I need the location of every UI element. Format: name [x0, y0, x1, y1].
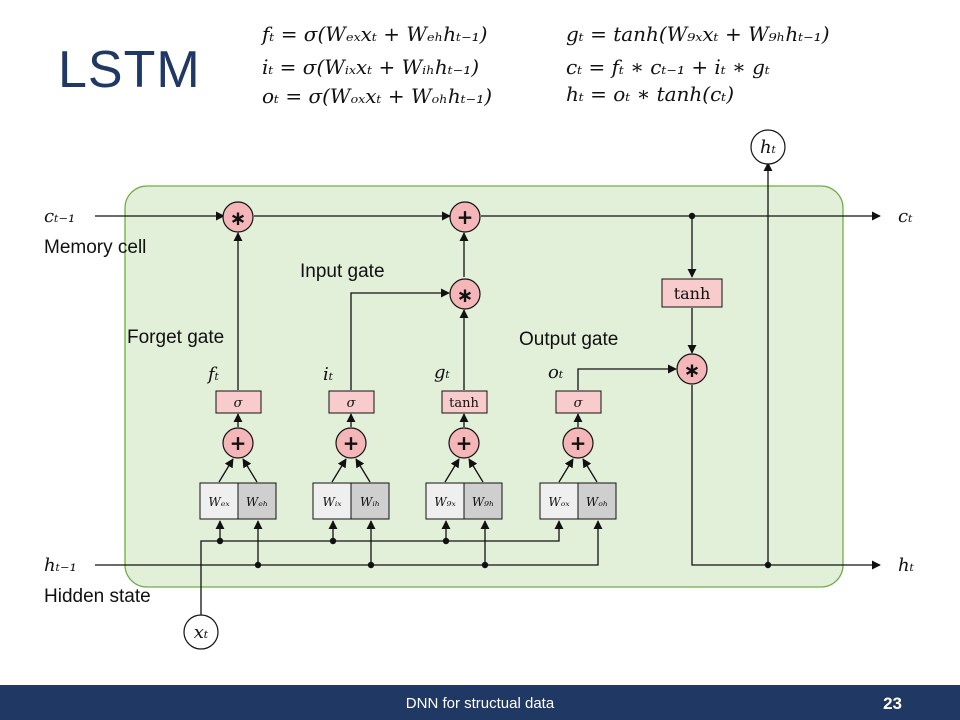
label-o-t: oₜ [548, 362, 564, 383]
label-c-prev: cₜ₋₁ [44, 206, 75, 227]
svg-text:σ: σ [234, 396, 244, 411]
op-forget-add: + [222, 427, 254, 459]
svg-text:Wₒₕ: Wₒₕ [586, 495, 608, 509]
op-output-add: + [562, 427, 594, 459]
weight-w-ox: Wₒₓ [539, 482, 579, 520]
weight-w-oh: Wₒₕ [577, 482, 617, 520]
op-forget-multiply: ∗ [222, 201, 254, 233]
lstm-diagram: ∗ + ∗ ∗ + + + + σ σ tanh σ [44, 129, 915, 650]
label-h-t: hₜ [898, 555, 915, 576]
svg-text:+: + [570, 431, 587, 455]
svg-text:∗: ∗ [457, 283, 474, 307]
svg-text:W₉ₕ: W₉ₕ [472, 495, 494, 509]
svg-text:σ: σ [347, 396, 357, 411]
node-h-t-top: hₜ [750, 129, 786, 165]
svg-text:Wₑₕ: Wₑₕ [246, 495, 268, 509]
svg-text:∗: ∗ [230, 206, 247, 230]
activation-forget-sigma: σ [215, 390, 262, 414]
equation-output: oₜ = σ(Wₒₓxₜ + Wₒₕhₜ₋₁) [262, 84, 493, 108]
op-input-multiply: ∗ [449, 278, 481, 310]
svg-text:Wₑₓ: Wₑₓ [208, 495, 230, 509]
svg-text:Wₒₓ: Wₒₓ [548, 495, 570, 509]
equation-hidden-state: hₜ = oₜ ∗ tanh(cₜ) [566, 82, 735, 106]
svg-text:xₜ: xₜ [194, 622, 209, 643]
label-h-prev: hₜ₋₁ [44, 555, 77, 576]
svg-text:Wᵢₕ: Wᵢₕ [360, 495, 380, 509]
label-input-gate: Input gate [300, 261, 385, 282]
activation-cell-tanh: tanh [661, 278, 723, 308]
weight-w-ih: Wᵢₕ [350, 482, 390, 520]
equation-cell-state: cₜ = fₜ ∗ cₜ₋₁ + iₜ ∗ gₜ [566, 55, 770, 79]
equation-forget: fₜ = σ(Wₑₓxₜ + Wₑₕhₜ₋₁) [262, 22, 488, 46]
label-forget-gate: Forget gate [127, 327, 224, 348]
svg-text:∗: ∗ [684, 358, 701, 382]
slide-title: LSTM [58, 41, 201, 99]
wires [95, 162, 881, 615]
activation-input-sigma: σ [328, 390, 375, 414]
svg-text:W₉ₓ: W₉ₓ [434, 495, 456, 509]
op-input-add: + [335, 427, 367, 459]
junction-dots [216, 212, 772, 569]
svg-text:+: + [230, 431, 247, 455]
weight-w-gh: W₉ₕ [463, 482, 503, 520]
weight-w-ix: Wᵢₓ [312, 482, 352, 520]
svg-text:tanh: tanh [674, 284, 711, 303]
lstm-cell-background [124, 185, 844, 588]
label-f-t: fₜ [206, 364, 220, 385]
label-i-t: iₜ [323, 364, 334, 385]
label-hidden-state: Hidden state [44, 586, 151, 607]
svg-text:+: + [457, 205, 474, 229]
label-g-t: gₜ [434, 362, 451, 383]
node-x-t: xₜ [183, 614, 219, 650]
activation-output-sigma: σ [555, 390, 602, 414]
op-cell-add: + [449, 201, 481, 233]
op-candidate-add: + [448, 427, 480, 459]
svg-text:σ: σ [574, 396, 584, 411]
svg-text:+: + [456, 431, 473, 455]
equation-input: iₜ = σ(Wᵢₓxₜ + Wᵢₕhₜ₋₁) [262, 55, 480, 79]
footer-bar: DNN for structual data 23 [0, 685, 960, 720]
equation-candidate: gₜ = tanh(W₉ₓxₜ + W₉ₕhₜ₋₁) [566, 22, 830, 46]
weight-w-gx: W₉ₓ [425, 482, 465, 520]
svg-text:tanh: tanh [449, 396, 479, 411]
weight-w-fx: Wₑₓ [199, 482, 239, 520]
svg-text:+: + [343, 431, 360, 455]
label-memory-cell: Memory cell [44, 237, 146, 258]
svg-text:Wᵢₓ: Wᵢₓ [322, 495, 342, 509]
footer-text: DNN for structual data [405, 695, 555, 712]
page-number: 23 [883, 694, 902, 713]
label-output-gate: Output gate [519, 329, 618, 350]
weight-w-fh: Wₑₕ [237, 482, 277, 520]
activation-candidate-tanh: tanh [441, 390, 488, 414]
op-output-multiply: ∗ [676, 353, 708, 385]
label-c-t: cₜ [898, 206, 913, 227]
svg-text:hₜ: hₜ [760, 137, 777, 158]
